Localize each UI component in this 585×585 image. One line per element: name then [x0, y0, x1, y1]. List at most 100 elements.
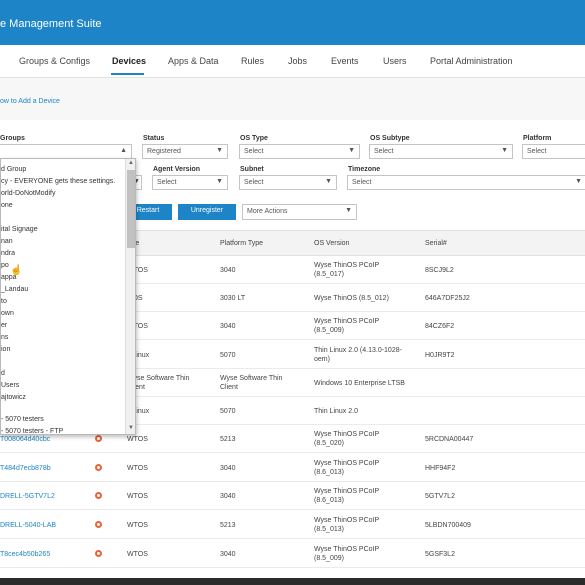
tab-apps-data[interactable]: Apps & Data — [168, 56, 219, 66]
group-option[interactable]: er — [1, 322, 8, 329]
platform-value: Select — [527, 148, 547, 155]
tab-users[interactable]: Users — [383, 56, 407, 66]
page-toolbar: ow to Add a Device — [0, 78, 585, 120]
group-option[interactable]: one — [1, 202, 13, 209]
os-version-cell: Wyse ThinOS PCoIP — [314, 318, 380, 325]
status-alert-icon — [95, 435, 102, 442]
os-version-cell: (8.5_009) — [314, 555, 344, 562]
os-type-cell: WTOS — [127, 436, 148, 443]
chevron-down-icon: ▲ — [120, 147, 127, 154]
tab-portal-administration[interactable]: Portal Administration — [430, 56, 513, 66]
tab-events[interactable]: Events — [331, 56, 359, 66]
os-version-cell: Wyse ThinOS PCoIP — [314, 431, 380, 438]
group-option[interactable]: ajtowicz — [1, 394, 26, 401]
os-version-cell: Thin Linux 2.0 (4.13.0-1028- — [314, 347, 402, 354]
os-subtype-label: OS Subtype — [370, 135, 410, 142]
tab-rules[interactable]: Rules — [241, 56, 265, 66]
group-option[interactable]: cy - EVERYONE gets these settings. — [1, 178, 116, 185]
device-name-link[interactable]: DRELL-5GTV7L2 — [0, 493, 55, 500]
groups-select[interactable]: ▲ — [0, 144, 132, 159]
status-select[interactable]: Registered ▼ — [142, 144, 228, 159]
chevron-down-icon: ▼ — [575, 178, 582, 185]
group-option[interactable]: ndra — [1, 250, 16, 257]
group-option[interactable]: ital Signage — [1, 226, 38, 233]
group-option[interactable]: po — [1, 262, 9, 269]
groups-dropdown-list[interactable]: d Group cy - EVERYONE gets these settings… — [0, 158, 136, 435]
column-header-platform-type[interactable]: Platform Type — [220, 240, 264, 247]
group-option[interactable]: _Landau — [1, 286, 29, 293]
more-actions-select[interactable]: More Actions ▼ — [242, 204, 357, 220]
os-subtype-value: Select — [374, 148, 394, 155]
tab-jobs[interactable]: Jobs — [288, 56, 308, 66]
restart-button[interactable]: Restart — [124, 204, 172, 220]
os-version-cell: (8.6_013) — [314, 497, 344, 504]
table-row[interactable]: DRELL-5GTV7L2 WTOS 3040 Wyse ThinOS PCoIP (8… — [0, 482, 585, 510]
group-option[interactable]: - 5070 testers - FTP — [1, 428, 64, 435]
platform-select[interactable]: Select — [522, 144, 585, 159]
serial-cell: 84CZ6F2 — [425, 323, 455, 330]
group-option[interactable]: - 5070 testers — [1, 416, 44, 423]
platform-type-cell: 5213 — [220, 436, 236, 443]
os-version-cell: (8.5_009) — [314, 327, 344, 334]
active-tab-indicator — [111, 73, 144, 75]
os-type-cell: inLinux — [127, 408, 150, 415]
subnet-value: Select — [244, 179, 264, 186]
dropdown-scrollbar[interactable]: ▲ ▼ — [125, 159, 135, 434]
timezone-value: Select — [352, 179, 372, 186]
group-option[interactable]: Users — [1, 382, 20, 389]
serial-cell: 5GSF3L2 — [425, 551, 455, 558]
timezone-select[interactable]: Select ▼ — [347, 175, 585, 190]
os-version-cell: Wyse ThinOS PCoIP — [314, 546, 380, 553]
device-name-link[interactable]: T8cec4b50b265 — [0, 551, 51, 558]
device-name-link[interactable]: T484d7ecb878b — [0, 465, 51, 472]
chevron-down-icon: ▼ — [133, 178, 140, 185]
os-type-cell: WTOS — [127, 267, 148, 274]
chevron-down-icon: ▼ — [216, 178, 223, 185]
how-to-add-device-link[interactable]: ow to Add a Device — [0, 98, 60, 105]
chevron-down-icon: ▼ — [325, 178, 332, 185]
scroll-down-icon[interactable]: ▼ — [128, 425, 134, 431]
status-alert-icon — [95, 550, 102, 557]
tab-groups-configs[interactable]: Groups & Configs — [19, 56, 91, 66]
os-version-cell: (8.5_017) — [314, 271, 344, 278]
scroll-up-icon[interactable]: ▲ — [128, 160, 134, 166]
serial-cell: 8SCJ9L2 — [425, 267, 454, 274]
subnet-label: Subnet — [240, 166, 264, 173]
status-alert-icon — [95, 464, 102, 471]
group-option[interactable]: d — [1, 370, 5, 377]
group-option[interactable]: ion — [1, 346, 11, 353]
device-name-link[interactable]: T008064d40cbc — [0, 436, 51, 443]
group-option[interactable]: orld-DoNotModify — [1, 190, 56, 197]
group-option[interactable]: ns — [1, 334, 9, 341]
chevron-down-icon: ▼ — [345, 207, 352, 214]
column-header-os-version[interactable]: OS Version — [314, 240, 350, 247]
platform-type-cell: 3030 LT — [220, 295, 246, 302]
subnet-select[interactable]: Select ▼ — [239, 175, 337, 190]
os-type-select[interactable]: Select ▼ — [239, 144, 360, 159]
platform-type-cell: 3040 — [220, 267, 236, 274]
unregister-button[interactable]: Unregister — [178, 204, 236, 220]
device-name-link[interactable]: DRELL-5040-LAB — [0, 522, 57, 529]
serial-cell: 5LBDN700409 — [425, 522, 471, 529]
table-row[interactable]: DRELL-5040-LAB WTOS 5213 Wyse ThinOS PCoIP (… — [0, 510, 585, 539]
group-option[interactable]: nan — [1, 238, 13, 245]
chevron-down-icon: ▼ — [348, 147, 355, 154]
group-option[interactable]: to — [1, 298, 7, 305]
window-bottom-edge — [0, 578, 585, 585]
group-option[interactable]: appa — [1, 274, 17, 281]
table-row[interactable]: T8cec4b50b265 WTOS 3040 Wyse ThinOS PCoIP (8… — [0, 539, 585, 568]
scrollbar-thumb[interactable] — [127, 170, 135, 248]
column-header-serial[interactable]: Serial# — [425, 240, 447, 247]
app-title: e Management Suite — [0, 18, 102, 30]
os-subtype-select[interactable]: Select ▼ — [369, 144, 513, 159]
os-version-cell: Wyse ThinOS (8.5_012) — [314, 295, 389, 302]
table-row[interactable]: T484d7ecb878b WTOS 3040 Wyse ThinOS PCoIP (8… — [0, 453, 585, 482]
platform-type-cell: 5213 — [220, 522, 236, 529]
chevron-down-icon: ▼ — [216, 147, 223, 154]
os-type-value: Select — [244, 148, 264, 155]
agent-version-select[interactable]: Select ▼ — [152, 175, 228, 190]
tab-devices[interactable]: Devices — [112, 56, 147, 66]
timezone-label: Timezone — [348, 166, 381, 173]
group-option[interactable]: own — [1, 310, 14, 317]
group-option[interactable]: d Group — [1, 166, 27, 173]
